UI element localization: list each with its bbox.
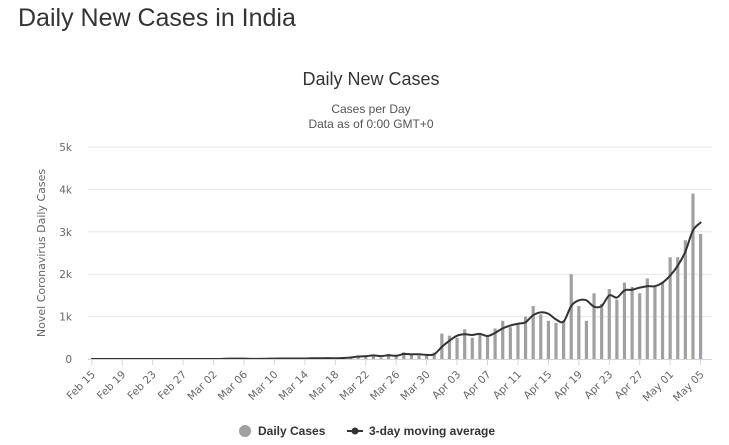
bar-daily-cases[interactable] bbox=[379, 357, 383, 359]
x-tick-label: Feb 19 bbox=[95, 369, 128, 402]
bar-daily-cases[interactable] bbox=[645, 278, 649, 359]
y-tick-label: 1k bbox=[59, 312, 73, 324]
x-tick-label: Apr 03 bbox=[430, 369, 463, 402]
x-tick-label: Apr 11 bbox=[491, 369, 524, 402]
bar-daily-cases[interactable] bbox=[417, 355, 421, 359]
bar-daily-cases[interactable] bbox=[501, 320, 505, 359]
y-axis-label: Novel Coronavirus Daily Cases bbox=[35, 169, 48, 337]
bar-daily-cases[interactable] bbox=[668, 257, 672, 359]
page-heading: Daily New Cases in India bbox=[18, 4, 296, 32]
x-tick-label: Feb 23 bbox=[125, 369, 158, 402]
x-tick-label: Mar 18 bbox=[307, 369, 341, 403]
bar-daily-cases[interactable] bbox=[447, 335, 452, 359]
bar-daily-cases[interactable] bbox=[455, 337, 459, 359]
bar-daily-cases[interactable] bbox=[638, 293, 642, 359]
bar-daily-cases[interactable] bbox=[683, 240, 687, 359]
bar-daily-cases[interactable] bbox=[364, 356, 368, 359]
y-tick-label: 0 bbox=[65, 354, 72, 366]
grid bbox=[88, 146, 712, 318]
bar-daily-cases[interactable] bbox=[531, 306, 535, 359]
x-tick-label: Mar 22 bbox=[338, 369, 372, 403]
legend-marker-daily-cases bbox=[239, 425, 251, 437]
bar-daily-cases[interactable] bbox=[463, 329, 467, 359]
x-tick-label: Feb 27 bbox=[156, 369, 189, 402]
bar-daily-cases[interactable] bbox=[425, 354, 429, 359]
bar-daily-cases[interactable] bbox=[607, 289, 611, 359]
x-tick-label: Mar 10 bbox=[246, 369, 280, 403]
bar-daily-cases[interactable] bbox=[493, 328, 497, 359]
bar-daily-cases[interactable] bbox=[508, 327, 512, 359]
bar-daily-cases[interactable] bbox=[516, 322, 520, 359]
x-tick-label: Apr 15 bbox=[521, 369, 554, 402]
x-tick-label: Mar 06 bbox=[216, 368, 251, 403]
x-tick-label: May 05 bbox=[671, 369, 707, 405]
x-tick-label: Apr 07 bbox=[460, 369, 493, 402]
bar-daily-cases[interactable] bbox=[562, 320, 566, 359]
y-tick-label: 2k bbox=[59, 269, 73, 281]
chart-title: Daily New Cases bbox=[302, 69, 439, 89]
bar-daily-cases[interactable] bbox=[660, 282, 665, 359]
bar-daily-cases[interactable] bbox=[691, 193, 695, 359]
x-tick-label: Mar 14 bbox=[277, 368, 312, 403]
x-tick-label: May 01 bbox=[641, 369, 677, 405]
bar-daily-cases[interactable] bbox=[409, 354, 414, 359]
bar-daily-cases[interactable] bbox=[600, 303, 604, 359]
y-axis: 0 1k 2k 3k 4k 5k bbox=[59, 142, 73, 366]
bar-daily-cases[interactable] bbox=[546, 320, 550, 359]
x-tick-label: Apr 19 bbox=[552, 369, 585, 402]
legend-item-moving-average[interactable]: 3-day moving average bbox=[347, 424, 495, 438]
legend-marker-moving-average bbox=[351, 427, 359, 435]
bar-daily-cases[interactable] bbox=[523, 316, 528, 359]
bars bbox=[211, 193, 703, 360]
bar-daily-cases[interactable] bbox=[592, 293, 596, 359]
bar-daily-cases[interactable] bbox=[630, 286, 634, 359]
bar-daily-cases[interactable] bbox=[371, 354, 375, 359]
bar-daily-cases[interactable] bbox=[653, 286, 657, 359]
bar-daily-cases[interactable] bbox=[615, 299, 619, 359]
x-tick-label: Feb 15 bbox=[64, 369, 97, 402]
bar-daily-cases[interactable] bbox=[539, 314, 543, 359]
y-tick-label: 3k bbox=[59, 227, 73, 239]
legend-label-daily-cases: Daily Cases bbox=[258, 424, 326, 438]
bar-daily-cases[interactable] bbox=[676, 257, 680, 359]
bar-daily-cases[interactable] bbox=[432, 352, 436, 359]
x-tick-label: Apr 23 bbox=[582, 369, 615, 402]
bar-daily-cases[interactable] bbox=[584, 320, 589, 359]
x-tick-label: Mar 26 bbox=[368, 368, 403, 403]
bar-daily-cases[interactable] bbox=[485, 335, 490, 359]
bar-daily-cases[interactable] bbox=[402, 352, 406, 359]
y-tick-label: 5k bbox=[59, 142, 73, 154]
legend: Daily Cases 3-day moving average bbox=[239, 424, 495, 438]
chart-subtitle-line-1: Cases per Day bbox=[331, 102, 410, 116]
bar-daily-cases[interactable] bbox=[394, 356, 398, 359]
bar-daily-cases[interactable] bbox=[554, 322, 558, 359]
bar-daily-cases[interactable] bbox=[698, 233, 703, 359]
bar-daily-cases[interactable] bbox=[569, 274, 573, 359]
bar-daily-cases[interactable] bbox=[470, 337, 474, 359]
x-tick-label: Mar 30 bbox=[398, 369, 432, 403]
legend-label-moving-average: 3-day moving average bbox=[369, 424, 495, 438]
y-tick-label: 4k bbox=[59, 184, 73, 196]
bar-daily-cases[interactable] bbox=[386, 353, 391, 359]
bar-daily-cases[interactable] bbox=[622, 282, 627, 359]
bar-daily-cases[interactable] bbox=[577, 306, 581, 359]
chart-subtitle-line-2: Data as of 0:00 GMT+0 bbox=[308, 117, 433, 131]
bar-daily-cases[interactable] bbox=[478, 334, 482, 359]
legend-item-daily-cases[interactable]: Daily Cases bbox=[239, 424, 326, 438]
x-tick-label: Mar 02 bbox=[185, 369, 219, 403]
